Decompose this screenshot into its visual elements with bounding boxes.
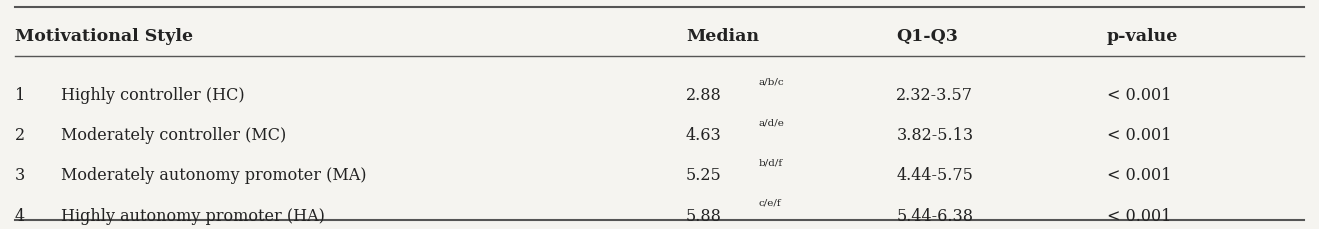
Text: a/d/e: a/d/e (758, 117, 783, 126)
Text: c/e/f: c/e/f (758, 198, 781, 207)
Text: < 0.001: < 0.001 (1107, 126, 1171, 143)
Text: < 0.001: < 0.001 (1107, 167, 1171, 184)
Text: Highly controller (HC): Highly controller (HC) (61, 86, 244, 103)
Text: 4.44-5.75: 4.44-5.75 (897, 167, 973, 184)
Text: < 0.001: < 0.001 (1107, 207, 1171, 224)
Text: 1: 1 (15, 86, 25, 103)
Text: 2.88: 2.88 (686, 86, 721, 103)
Text: Moderately controller (MC): Moderately controller (MC) (61, 126, 286, 143)
Text: 2.32-3.57: 2.32-3.57 (897, 86, 973, 103)
Text: p-value: p-value (1107, 28, 1178, 45)
Text: 5.88: 5.88 (686, 207, 721, 224)
Text: 5.44-6.38: 5.44-6.38 (897, 207, 973, 224)
Text: Moderately autonomy promoter (MA): Moderately autonomy promoter (MA) (61, 167, 367, 184)
Text: Median: Median (686, 28, 758, 45)
Text: b/d/f: b/d/f (758, 158, 782, 167)
Text: Motivational Style: Motivational Style (15, 28, 193, 45)
Text: Highly autonomy promoter (HA): Highly autonomy promoter (HA) (61, 207, 324, 224)
Text: 4.63: 4.63 (686, 126, 721, 143)
Text: 4: 4 (15, 207, 25, 224)
Text: 3.82-5.13: 3.82-5.13 (897, 126, 973, 143)
Text: < 0.001: < 0.001 (1107, 86, 1171, 103)
Text: 2: 2 (15, 126, 25, 143)
Text: a/b/c: a/b/c (758, 77, 783, 86)
Text: Q1-Q3: Q1-Q3 (897, 28, 959, 45)
Text: 5.25: 5.25 (686, 167, 721, 184)
Text: 3: 3 (15, 167, 25, 184)
